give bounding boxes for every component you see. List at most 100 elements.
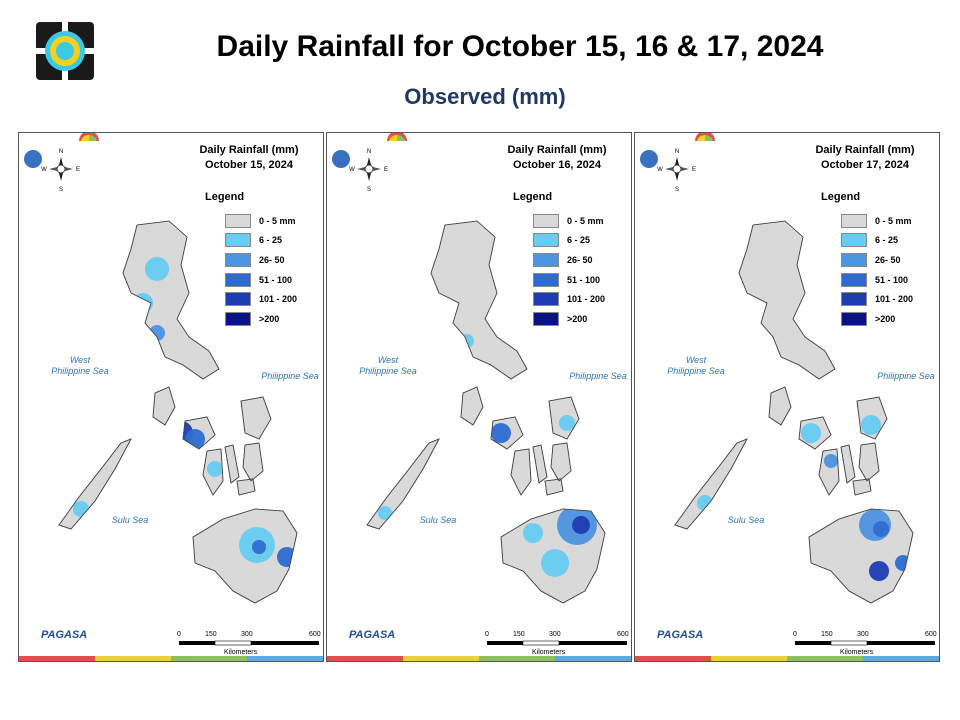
rainfall-area [378, 506, 392, 520]
philippines-rainfall-map: N S W E [41, 149, 319, 646]
legend: 0 - 5 mm 6 - 25 26- 50 51 - 100 101 - 200 >20… [841, 211, 913, 329]
legend-label: 6 - 25 [875, 235, 899, 246]
rainfall-area [895, 555, 911, 571]
dost-pagasa-emblem [32, 18, 98, 84]
svg-text:E: E [76, 167, 80, 173]
svg-text:N: N [675, 149, 679, 155]
svg-text:S: S [675, 187, 679, 193]
legend-swatch [533, 311, 559, 326]
legend-swatch [841, 311, 867, 326]
scale-bar [487, 640, 627, 646]
legend-item: 26- 50 [841, 250, 913, 270]
island-samar [240, 396, 272, 440]
legend-swatch [841, 233, 867, 248]
legend-item: 26- 50 [225, 250, 297, 270]
legend-swatch [533, 252, 559, 267]
legend-item: 51 - 100 [225, 270, 297, 290]
legend-label: 51 - 100 [259, 274, 293, 285]
scale-tick: 0 [177, 631, 181, 638]
rainfall-area [491, 423, 511, 443]
legend-title: Legend [513, 191, 553, 203]
rainfall-area [861, 415, 881, 435]
legend-label: 6 - 25 [567, 235, 591, 246]
scale-tick: 0 [793, 631, 797, 638]
legend-item: 101 - 200 [841, 289, 913, 309]
pagasa-logo [640, 133, 715, 168]
scale-tick: 300 [857, 631, 869, 638]
page-subtitle: Observed (mm) [404, 84, 566, 109]
band-blue [247, 656, 323, 661]
legend-item: 0 - 5 mm [533, 211, 605, 231]
scale-tick: 150 [205, 631, 217, 638]
sea-label-sulu: Sulu Sea [727, 515, 765, 525]
sea-label-west-line1: West [69, 355, 91, 365]
legend-swatch [533, 213, 559, 228]
island-outline [500, 508, 606, 604]
legend-label: 51 - 100 [567, 274, 601, 285]
compass-rose-icon: N S W E [349, 149, 388, 193]
scale-unit: Kilometers [840, 649, 874, 656]
rainfall-map-panel-oct-15: N S W E Daily Rainfall (mm) October 15, 202… [18, 132, 324, 662]
band-red [19, 656, 95, 661]
legend-swatch [225, 292, 251, 307]
rainfall-map-panel-oct-17: N S W E Daily Rainfall (mm) October 17, 202… [634, 132, 940, 662]
legend-label: 26- 50 [567, 254, 593, 265]
band-yellow [403, 656, 479, 661]
map-title: Daily Rainfall (mm) October 15, 2024 [179, 143, 319, 173]
legend-item: 6 - 25 [533, 231, 605, 251]
legend-swatch [225, 311, 251, 326]
legend-item: 6 - 25 [841, 231, 913, 251]
sea-label-west: West Philippine Sea [353, 355, 423, 377]
rainfall-area [133, 293, 153, 313]
band-green [479, 656, 555, 661]
rainfall-area [559, 415, 575, 431]
band-yellow [711, 656, 787, 661]
island-outline [460, 386, 484, 426]
legend-swatch [225, 213, 251, 228]
island-luzon [738, 220, 836, 380]
legend: 0 - 5 mm 6 - 25 26- 50 51 - 100 101 - 200 >20… [533, 211, 605, 329]
band-green [787, 656, 863, 661]
color-band [635, 656, 939, 661]
legend-label: 51 - 100 [875, 274, 909, 285]
sea-label-east: Philippine Sea [261, 371, 319, 381]
island-outline [224, 444, 240, 484]
rainfall-area [873, 521, 889, 537]
island-outline [510, 448, 532, 496]
sea-label-sulu: Sulu Sea [419, 515, 457, 525]
island-outline [490, 416, 524, 450]
island-bohol [852, 478, 872, 496]
rainfall-area [869, 561, 889, 581]
legend-swatch [841, 292, 867, 307]
sea-label-west-line2: Philippine Sea [359, 366, 417, 376]
legend-swatch [225, 272, 251, 287]
legend-label: 0 - 5 mm [875, 215, 912, 226]
rainfall-area [824, 454, 838, 468]
island-outline [548, 396, 580, 440]
band-blue [863, 656, 939, 661]
pagasa-logo [332, 133, 407, 168]
philippines-rainfall-map: N S W E [657, 149, 935, 646]
map-title-line: Daily Rainfall (mm) [815, 144, 915, 156]
legend-label: 0 - 5 mm [567, 215, 604, 226]
rainfall-map-panel-oct-16: N S W E Daily Rainfall (mm) October 16, 202… [326, 132, 632, 662]
svg-text:N: N [59, 149, 63, 155]
rainfall-area [252, 540, 266, 554]
island-outline [532, 444, 548, 484]
island-outline [366, 438, 440, 530]
page-title: Daily Rainfall for October 15, 16 & 17, … [216, 30, 824, 63]
island-outline [236, 478, 256, 496]
island-outline [738, 220, 836, 380]
island-outline [192, 508, 298, 604]
island-outline [856, 396, 888, 440]
scale-tick: 150 [821, 631, 833, 638]
svg-text:S: S [367, 187, 371, 193]
scale-tick: 150 [513, 631, 525, 638]
island-outline [202, 448, 224, 496]
pagasa-logo [24, 133, 99, 168]
legend-swatch [841, 252, 867, 267]
rainfall-area [277, 547, 297, 567]
legend-label: 101 - 200 [567, 294, 606, 305]
legend-title: Legend [205, 191, 245, 203]
sea-label-west: West Philippine Sea [45, 355, 115, 377]
